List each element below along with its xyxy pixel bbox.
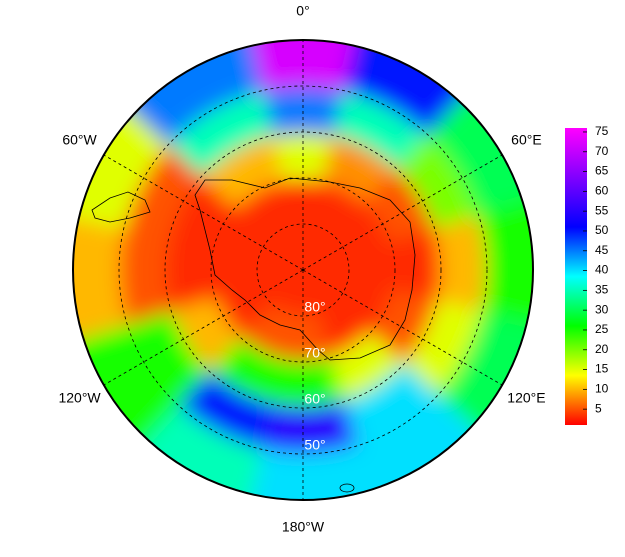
colorbar-label: 65 — [595, 164, 609, 178]
colorbar-label: 40 — [595, 263, 609, 277]
colorbar-label: 70 — [595, 144, 609, 158]
latitude-label: 60° — [304, 391, 325, 407]
latitude-line — [118, 85, 488, 455]
longitude-line — [103, 269, 304, 386]
colorbar-label: 10 — [595, 382, 609, 396]
longitude-label: 0° — [296, 3, 309, 19]
colorbar-label: 45 — [595, 243, 609, 257]
colorbar-label: 25 — [595, 322, 609, 336]
colorbar-label: 50 — [595, 223, 609, 237]
map-frame — [72, 39, 534, 501]
latitude-label: 70° — [304, 345, 325, 361]
field-cell — [477, 192, 533, 348]
longitude-line — [302, 269, 503, 386]
coastline — [91, 191, 151, 223]
colorbar-label: 30 — [595, 302, 609, 316]
latitude-line — [256, 223, 350, 317]
longitude-line — [103, 154, 304, 271]
longitude-line — [302, 154, 503, 271]
latitude-label: 50° — [304, 437, 325, 453]
longitude-label: 180°W — [282, 519, 325, 535]
longitude-label: 60°W — [62, 132, 97, 148]
colorbar-label: 35 — [595, 283, 609, 297]
colorbar-label: 20 — [595, 342, 609, 356]
graticule — [103, 40, 503, 500]
colorbar-label: 15 — [595, 362, 609, 376]
colorbar-label: 5 — [595, 401, 602, 415]
longitude-label: 60°E — [511, 132, 542, 148]
coastline — [339, 483, 355, 493]
colorbar: 5 10 15 20 25 30 35 40 45 50 55 60 65 70 75 — [565, 124, 609, 425]
colorbar-label: 75 — [595, 124, 609, 138]
colorbar-label: 60 — [595, 184, 609, 198]
colorbar-ramp — [565, 128, 587, 425]
colorbar-label: 55 — [595, 203, 609, 217]
latitude-label: 80° — [304, 299, 325, 315]
labels: 80° 70° 60° 50° 0° 60°E 120°E 180°W 120°W 60°W — [58, 3, 545, 535]
longitude-label: 120°W — [58, 390, 101, 406]
coastline — [194, 177, 416, 361]
longitude-label: 120°E — [507, 390, 545, 406]
